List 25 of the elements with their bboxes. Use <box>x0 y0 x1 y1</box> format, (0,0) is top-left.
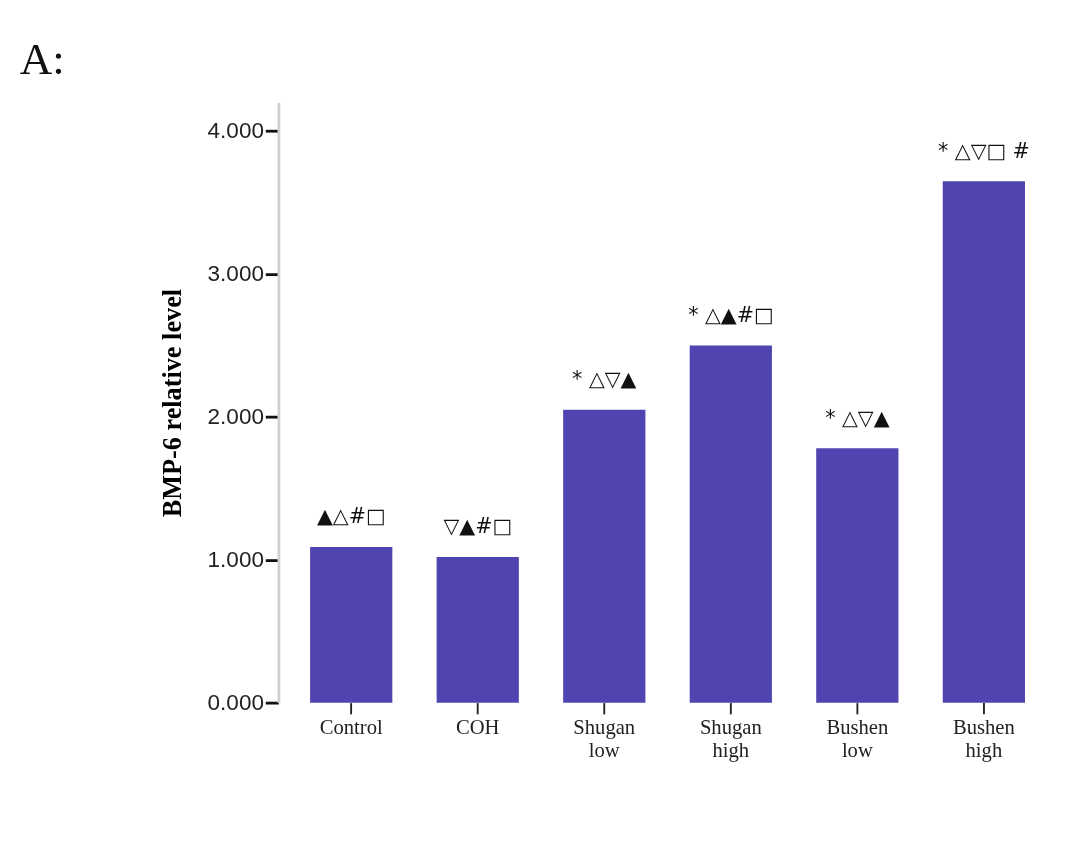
x-tick-label: Bushen low <box>826 716 889 761</box>
x-tick-label: Shugan low <box>573 716 636 761</box>
x-tick-label: Control <box>319 716 383 739</box>
bar <box>816 448 899 703</box>
annotation: * △▽□ # <box>937 138 1030 163</box>
y-tick-label: 3.000 <box>207 261 264 287</box>
y-tick-label: 2.000 <box>207 403 264 429</box>
bar <box>689 345 772 703</box>
y-tick-label: 0.000 <box>207 689 264 715</box>
annotation: * △▽▲ <box>825 405 890 430</box>
x-tick-label: COH <box>455 716 500 739</box>
chart-title: A: <box>19 34 65 85</box>
bar <box>563 409 646 703</box>
x-tick-label: Shugan high <box>699 716 762 762</box>
y-tick-label: 4.000 <box>207 118 264 144</box>
annotation: * △▽▲ <box>572 367 637 392</box>
bar <box>436 556 519 703</box>
annotation: * △▲#□ <box>688 303 774 328</box>
annotation: ▲△#□ <box>316 504 386 529</box>
x-tick-label: Bushen high <box>952 716 1015 762</box>
y-tick-label: 1.000 <box>207 546 264 572</box>
bar <box>942 181 1025 703</box>
y-axis-title: BMP-6 relative level <box>158 288 188 518</box>
annotation: ▽▲#□ <box>443 514 512 539</box>
bar <box>310 546 393 703</box>
